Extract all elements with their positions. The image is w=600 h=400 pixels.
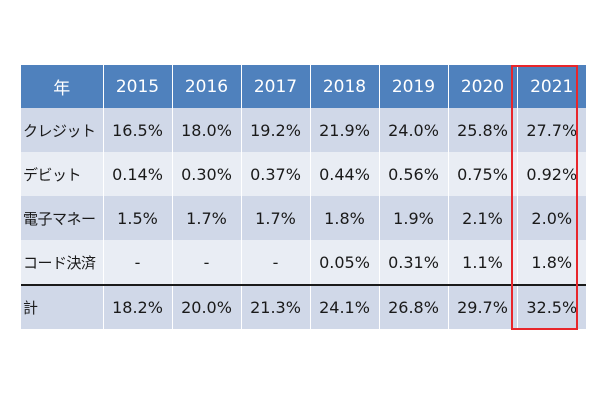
table-cell: - — [240, 240, 310, 285]
table-cell: 0.31% — [378, 240, 448, 285]
table-cell: 19.2% — [240, 108, 310, 152]
table-cell: 21.3% — [240, 284, 310, 329]
table-cell: 32.5% — [516, 284, 586, 329]
table-cell: 26.8% — [378, 284, 448, 329]
year-header-2016: 2016 — [171, 65, 241, 108]
year-header-2021: 2021 — [516, 65, 586, 108]
row-label-credit: クレジット — [21, 108, 103, 152]
table-cell: 24.0% — [378, 108, 448, 152]
table-cell: 0.05% — [309, 240, 379, 285]
table-cell: 2.1% — [447, 196, 517, 240]
table-cell: 18.2% — [102, 284, 172, 329]
table-row-credit: クレジット 16.5% 18.0% 19.2% 21.9% 24.0% 25.8… — [21, 108, 586, 152]
table-cell: 24.1% — [309, 284, 379, 329]
row-label-code-payment: コード決済 — [21, 240, 103, 285]
table-cell: 21.9% — [309, 108, 379, 152]
table-cell: 1.7% — [171, 196, 241, 240]
header-row: 年 2015 2016 2017 2018 2019 2020 2021 — [21, 65, 586, 108]
row-label-total: 計 — [21, 284, 103, 329]
table-cell: 1.9% — [378, 196, 448, 240]
row-label-debit: デビット — [21, 152, 103, 196]
table-cell: 1.7% — [240, 196, 310, 240]
year-header-2020: 2020 — [447, 65, 517, 108]
year-header-2017: 2017 — [240, 65, 310, 108]
table-cell: 29.7% — [447, 284, 517, 329]
table-cell: 0.92% — [516, 152, 586, 196]
cashless-ratio-table: 年 2015 2016 2017 2018 2019 2020 2021 クレジ… — [21, 65, 586, 329]
table-cell: 0.75% — [447, 152, 517, 196]
table-cell: 27.7% — [516, 108, 586, 152]
header-label-cell: 年 — [21, 65, 103, 108]
table-cell: 2.0% — [516, 196, 586, 240]
table-cell: 1.5% — [102, 196, 172, 240]
table-cell: - — [102, 240, 172, 285]
table-body: クレジット 16.5% 18.0% 19.2% 21.9% 24.0% 25.8… — [21, 108, 586, 329]
table-cell: 25.8% — [447, 108, 517, 152]
table-cell: 1.8% — [309, 196, 379, 240]
table-cell: 20.0% — [171, 284, 241, 329]
table-cell: 18.0% — [171, 108, 241, 152]
table-header: 年 2015 2016 2017 2018 2019 2020 2021 — [21, 65, 586, 108]
table-cell: 0.37% — [240, 152, 310, 196]
table-cell: 1.1% — [447, 240, 517, 285]
table-cell: 0.14% — [102, 152, 172, 196]
table-row-debit: デビット 0.14% 0.30% 0.37% 0.44% 0.56% 0.75%… — [21, 152, 586, 196]
year-header-2018: 2018 — [309, 65, 379, 108]
table-cell: 1.8% — [516, 240, 586, 285]
table-cell: 0.30% — [171, 152, 241, 196]
table-row-code-payment: コード決済 - - - 0.05% 0.31% 1.1% 1.8% — [21, 240, 586, 285]
year-header-2015: 2015 — [102, 65, 172, 108]
table-cell: 0.56% — [378, 152, 448, 196]
year-header-2019: 2019 — [378, 65, 448, 108]
table-row-e-money: 電子マネー 1.5% 1.7% 1.7% 1.8% 1.9% 2.1% 2.0% — [21, 196, 586, 240]
table-row-total: 計 18.2% 20.0% 21.3% 24.1% 26.8% 29.7% 32… — [21, 284, 586, 329]
table-cell: 0.44% — [309, 152, 379, 196]
table-cell: 16.5% — [102, 108, 172, 152]
table-cell: - — [171, 240, 241, 285]
row-label-e-money: 電子マネー — [21, 196, 103, 240]
